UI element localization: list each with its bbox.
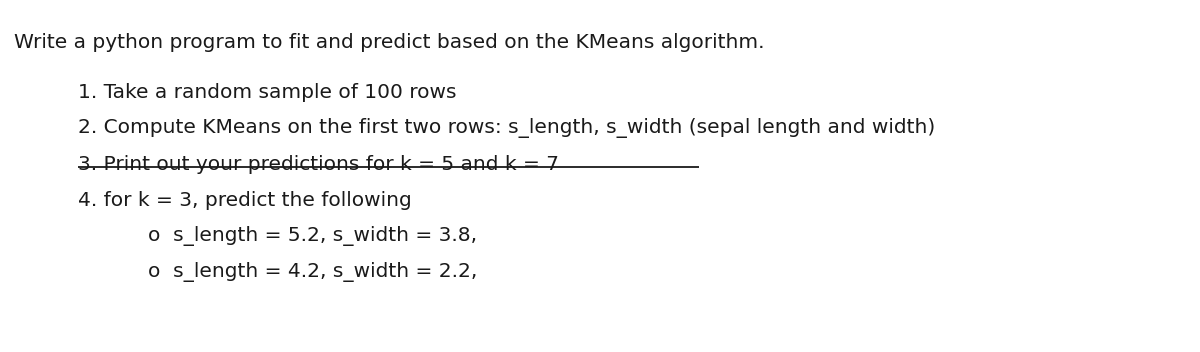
Text: 1. Take a random sample of 100 rows: 1. Take a random sample of 100 rows xyxy=(78,82,456,101)
Text: 2. Compute KMeans on the first two rows: s_length, s_width (sepal length and wid: 2. Compute KMeans on the first two rows:… xyxy=(78,119,935,138)
Text: o  s_length = 5.2, s_width = 3.8,: o s_length = 5.2, s_width = 3.8, xyxy=(148,226,478,246)
Text: o  s_length = 4.2, s_width = 2.2,: o s_length = 4.2, s_width = 2.2, xyxy=(148,263,478,283)
Text: 3. Print out your predictions for k = 5 and k = 7: 3. Print out your predictions for k = 5 … xyxy=(78,155,559,174)
Text: 4. for k = 3, predict the following: 4. for k = 3, predict the following xyxy=(78,190,412,209)
Text: Write a python program to fit and predict based on the KMeans algorithm.: Write a python program to fit and predic… xyxy=(14,32,764,51)
